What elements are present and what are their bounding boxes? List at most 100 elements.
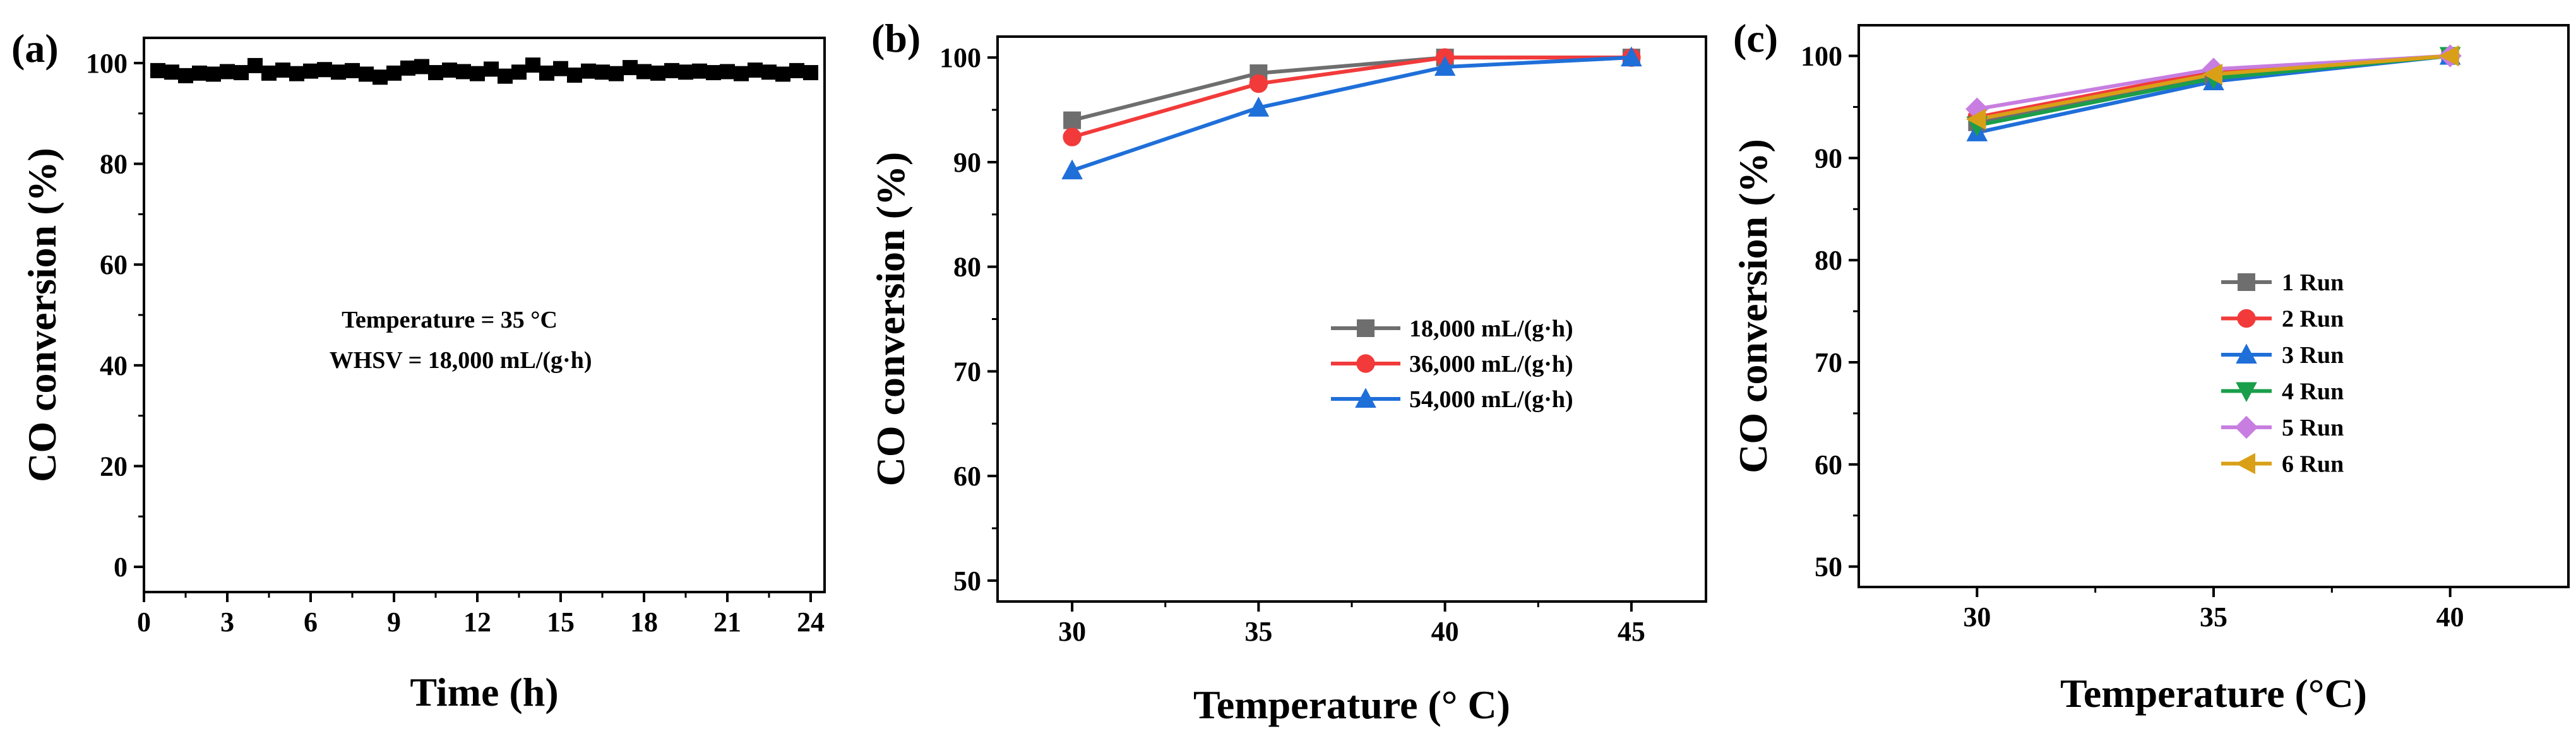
- data-point: [442, 62, 457, 78]
- data-point: [623, 60, 638, 76]
- panel-b-label: (b): [871, 16, 921, 61]
- data-point: [400, 60, 415, 76]
- data-point: [748, 62, 763, 78]
- legend-label: 36,000 mL/(g·h): [1409, 351, 1573, 377]
- panel-a-annotation-temperature: Temperature = 35 °C: [342, 307, 558, 333]
- data-point: [1061, 159, 1083, 180]
- panel-b-y-axis-title: CO conversion (%): [868, 152, 913, 487]
- data-point: [720, 64, 735, 80]
- x-tick-label: 40: [1431, 616, 1459, 647]
- data-point: [303, 63, 318, 79]
- y-tick-label: 90: [953, 147, 981, 178]
- data-point: [539, 65, 554, 81]
- panel-c-x-axis-title: Temperature (°C): [2060, 671, 2367, 716]
- y-tick-label: 100: [86, 48, 128, 79]
- legend-marker: [1355, 388, 1376, 408]
- x-tick-label: 9: [387, 607, 401, 637]
- panel-c-label: (c): [1733, 16, 1778, 61]
- data-point: [428, 65, 443, 81]
- data-point: [2202, 63, 2222, 85]
- y-tick-label: 60: [1815, 449, 1842, 480]
- legend-marker: [2235, 453, 2255, 475]
- data-point: [567, 68, 582, 83]
- data-point: [1965, 109, 1986, 130]
- data-point: [803, 65, 818, 81]
- data-point: [275, 62, 290, 78]
- data-point: [1248, 97, 1270, 117]
- x-tick-label: 30: [1963, 602, 1991, 632]
- panel-a-frame: [143, 37, 826, 593]
- panel-a-x-axis-title: Time (h): [410, 670, 558, 714]
- y-tick-label: 40: [100, 350, 128, 381]
- legend-marker: [1357, 319, 1374, 337]
- x-tick-label: 21: [713, 607, 741, 637]
- x-tick-label: 3: [220, 607, 234, 637]
- x-tick-label: 24: [797, 607, 825, 637]
- data-point: [359, 66, 374, 82]
- y-tick-label: 80: [953, 252, 981, 283]
- panel-b-chart: (b) 30 35 40 45 50 60 70 80 90 100 18,000 mL/(g·h…: [868, 16, 1707, 727]
- data-point: [775, 66, 790, 82]
- panel-a-y-axis-title: CO conversion (%): [20, 148, 64, 482]
- y-tick-label: 60: [953, 461, 981, 492]
- y-tick-label: 50: [1815, 552, 1842, 583]
- data-point: [525, 57, 540, 73]
- legend-label: 54,000 mL/(g·h): [1409, 386, 1573, 413]
- y-tick-label: 0: [114, 552, 128, 583]
- y-tick-label: 70: [953, 356, 981, 387]
- y-tick-label: 70: [1815, 347, 1842, 378]
- data-point: [206, 66, 221, 82]
- data-point: [456, 64, 471, 80]
- series-line-2: [1071, 56, 1632, 172]
- data-point: [2439, 45, 2459, 67]
- data-point: [734, 66, 749, 81]
- data-point: [386, 65, 402, 81]
- legend-marker: [2234, 415, 2258, 439]
- data-point: [1434, 56, 1456, 76]
- y-tick-label: 80: [1815, 245, 1842, 276]
- x-tick-label: 40: [2436, 602, 2464, 632]
- panel-b-legend: 18,000 mL/(g·h) 36,000 mL/(g·h) 54,000 mL/…: [1331, 316, 1573, 413]
- x-tick-label: 30: [1058, 616, 1086, 647]
- data-point: [150, 62, 165, 78]
- y-tick-label: 50: [953, 566, 981, 596]
- data-point: [470, 66, 485, 81]
- data-point: [234, 65, 249, 81]
- legend-label: 1 Run: [2282, 270, 2344, 296]
- data-point: [761, 64, 777, 80]
- data-point: [331, 64, 346, 80]
- y-tick-label: 60: [100, 249, 128, 280]
- y-tick-label: 100: [1801, 41, 1842, 72]
- legend-marker: [2236, 343, 2257, 364]
- data-point: [484, 61, 499, 77]
- data-point: [164, 64, 179, 80]
- data-point: [1063, 111, 1082, 129]
- data-point: [220, 64, 235, 80]
- panel-c-y-axis-title: CO conversion (%): [1731, 139, 1775, 473]
- y-tick-label: 90: [1815, 143, 1842, 174]
- panel-a-label: (a): [11, 26, 59, 71]
- data-point: [664, 62, 679, 78]
- panel-b-frame: [996, 35, 1707, 603]
- data-point: [609, 66, 624, 81]
- data-point: [178, 68, 193, 83]
- x-tick-label: 35: [2200, 602, 2227, 632]
- panel-c-frame: [1857, 24, 2570, 588]
- data-point: [650, 65, 665, 81]
- legend-label: 18,000 mL/(g·h): [1409, 316, 1573, 342]
- panel-c-chart: (c) 30 35 40 50 60 70 80 90 100 1 Run 2 Run 3 Run 4…: [1731, 16, 2570, 716]
- data-point: [595, 64, 610, 80]
- panel-a-annotation-whsv: WHSV = 18,000 mL/(g·h): [330, 347, 592, 374]
- x-tick-label: 35: [1244, 616, 1272, 647]
- legend-label: 5 Run: [2282, 415, 2344, 441]
- legend-marker: [1356, 354, 1375, 373]
- data-point: [289, 66, 304, 81]
- data-point: [581, 63, 596, 79]
- legend-label: 3 Run: [2282, 342, 2344, 369]
- series-line-1: [1071, 56, 1631, 139]
- legend-label: 6 Run: [2282, 451, 2344, 478]
- y-tick-label: 20: [100, 451, 128, 482]
- data-point: [553, 61, 568, 76]
- data-point: [692, 63, 707, 79]
